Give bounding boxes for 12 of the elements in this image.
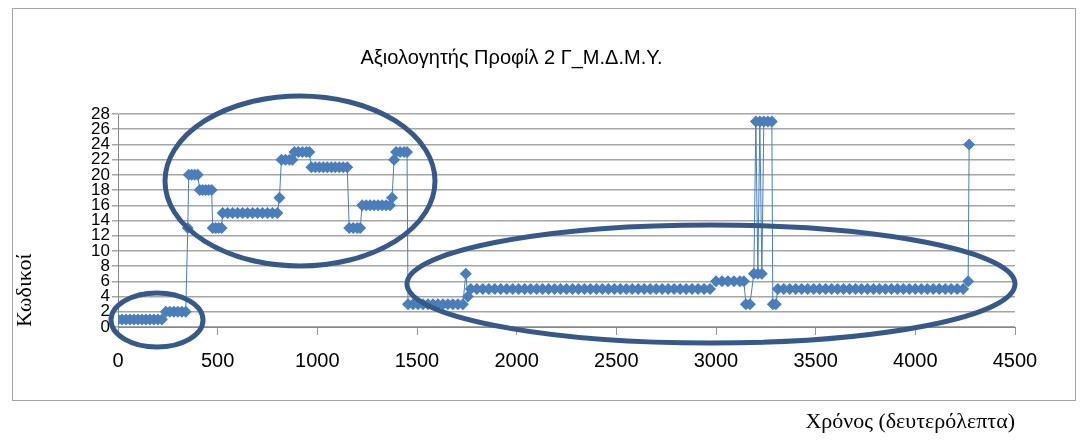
y-axis-title: Κωδικοί bbox=[10, 253, 36, 327]
chart-title: Αξιολογητής Προφίλ 2 Γ_Μ.Δ.Μ.Υ. bbox=[360, 45, 663, 69]
x-tick-label: 500 bbox=[200, 348, 235, 371]
x-axis-title: Χρόνος (δευτερόλεπτα) bbox=[805, 407, 1015, 433]
x-tick-label: 2500 bbox=[594, 348, 639, 371]
x-tick-label: 4500 bbox=[992, 348, 1038, 371]
x-tick-label: 3500 bbox=[793, 348, 838, 371]
x-tick-label: 1000 bbox=[295, 348, 340, 371]
x-tick-label: 4000 bbox=[893, 348, 938, 371]
x-tick-label: 1500 bbox=[394, 348, 440, 371]
x-tick-label: 3000 bbox=[693, 348, 739, 371]
x-tick-label: 2000 bbox=[494, 348, 539, 371]
